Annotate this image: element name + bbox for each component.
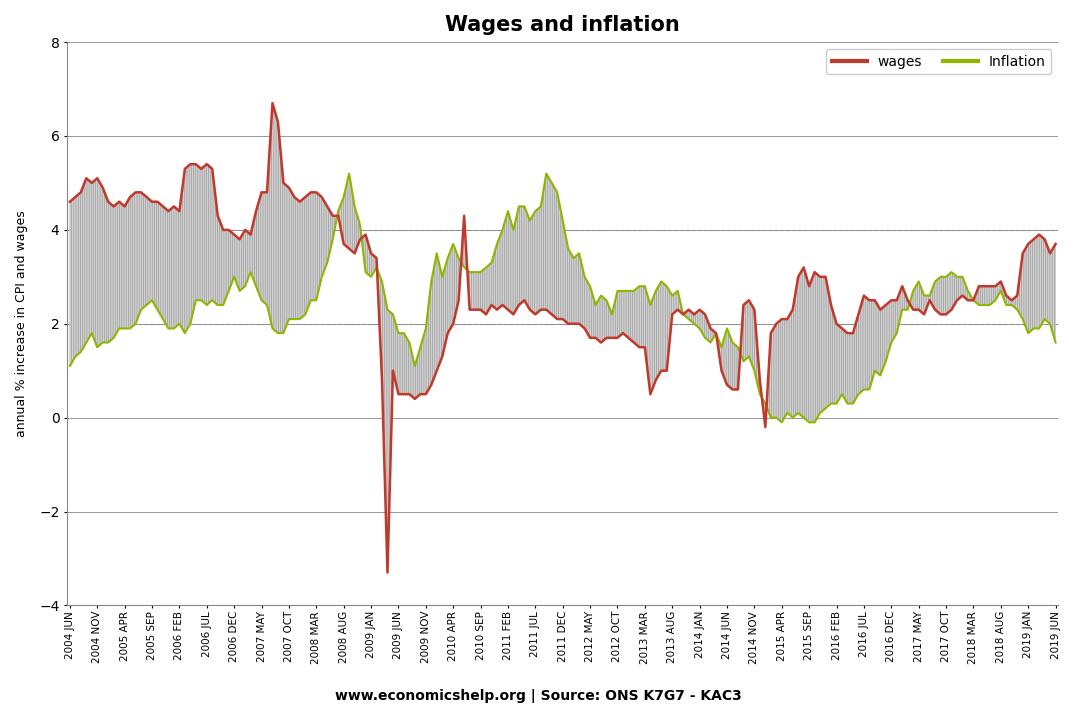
wages <box>342 245 355 253</box>
Inflation <box>776 418 789 426</box>
Inflation <box>540 169 553 177</box>
Inflation <box>546 179 558 187</box>
Legend: wages, Inflation: wages, Inflation <box>826 49 1051 74</box>
Title: Wages and inflation: Wages and inflation <box>445 15 680 35</box>
Text: www.economicshelp.org | Source: ONS K7G7 - KAC3: www.economicshelp.org | Source: ONS K7G7… <box>335 689 741 703</box>
Inflation <box>63 362 76 370</box>
wages <box>145 197 158 206</box>
wages <box>211 211 224 220</box>
Y-axis label: annual % increase in CPI and wages: annual % increase in CPI and wages <box>15 211 28 437</box>
Inflation <box>1049 338 1062 346</box>
Inflation <box>145 296 158 305</box>
wages <box>63 197 76 206</box>
wages <box>381 568 394 577</box>
wages <box>890 296 903 305</box>
Inflation <box>211 300 224 309</box>
wages <box>1049 240 1062 248</box>
wages <box>266 99 279 107</box>
wages <box>546 310 558 319</box>
Inflation <box>337 193 350 201</box>
Inflation <box>890 329 903 337</box>
Line: Inflation: Inflation <box>70 173 1056 422</box>
Inflation <box>342 169 355 177</box>
Line: wages: wages <box>70 103 1056 573</box>
wages <box>551 315 564 323</box>
